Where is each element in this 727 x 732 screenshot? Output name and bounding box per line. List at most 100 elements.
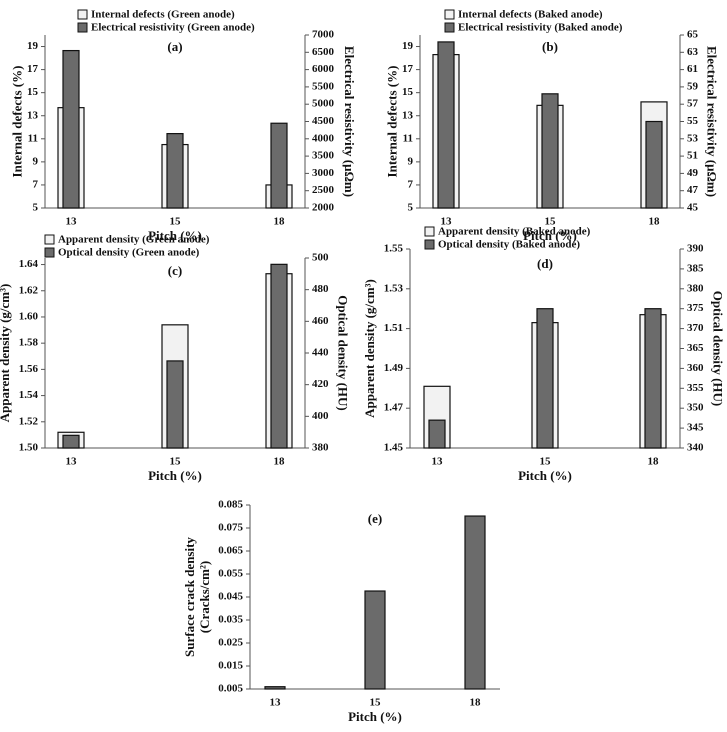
y2-tick-label: 6500 [312, 46, 335, 58]
bar [62, 49, 80, 209]
y-tick-label: 7 [408, 178, 414, 190]
y-tick-label: 1.47 [384, 402, 404, 414]
y-tick-label: 19 [402, 40, 414, 52]
y2-tick-label: 360 [687, 362, 704, 374]
legend-swatch [444, 9, 455, 20]
x-tick-label: 18 [274, 456, 286, 468]
y2-tick-label: 47 [687, 184, 699, 196]
y-tick-label: 1.55 [384, 243, 404, 255]
y2-tick-label: 350 [687, 402, 704, 414]
y2-axis-label: Optical density (HU) [711, 291, 726, 407]
panel-title: (e) [368, 511, 382, 526]
y2-axis-label: Electrical resistivity (μΩm) [704, 46, 719, 197]
y-tick-label: 1.51 [384, 322, 403, 334]
y2-tick-label: 55 [687, 115, 699, 127]
y-tick-label: 1.53 [384, 282, 404, 294]
y2-tick-label: 340 [687, 442, 704, 454]
y-tick-label: 1.60 [19, 310, 39, 322]
y-tick-label: 0.035 [218, 614, 243, 626]
bar [264, 686, 286, 690]
y2-tick-label: 365 [687, 342, 704, 354]
y-tick-label: 11 [403, 132, 413, 144]
y2-tick-label: 57 [687, 98, 699, 110]
y-tick-label: 11 [28, 132, 38, 144]
y-axis-label: Internal defects (%) [10, 66, 25, 178]
y2-tick-label: 3000 [312, 167, 335, 179]
legend-swatch [424, 239, 435, 250]
bar [464, 515, 486, 690]
y2-tick-label: 61 [687, 63, 698, 75]
y2-tick-label: 3500 [312, 150, 335, 162]
x-axis-label: Pitch (%) [518, 468, 572, 483]
x-tick-label: 18 [649, 216, 661, 228]
bar [270, 263, 288, 449]
x-tick-label: 18 [648, 456, 660, 468]
panel-title: (c) [168, 263, 182, 278]
y2-tick-label: 6000 [312, 63, 335, 75]
y-tick-label: 1.58 [19, 337, 39, 349]
panel-title: (a) [167, 39, 182, 54]
y-tick-label: 0.005 [218, 683, 243, 695]
y-tick-label: 1.50 [19, 442, 39, 454]
y-axis-label: Apparent density (g/cm³) [0, 284, 12, 423]
y2-tick-label: 440 [312, 347, 329, 359]
x-tick-label: 15 [170, 216, 182, 228]
bar [428, 419, 446, 449]
y2-tick-label: 420 [312, 378, 329, 390]
y2-tick-label: 370 [687, 322, 704, 334]
y2-tick-label: 5500 [312, 80, 335, 92]
y2-tick-label: 53 [687, 132, 699, 144]
x-tick-label: 18 [274, 216, 286, 228]
bar [645, 120, 663, 209]
y-tick-label: 5 [408, 202, 414, 214]
y-tick-label: 1.56 [19, 363, 39, 375]
y-tick-label: 0.085 [218, 499, 243, 511]
x-axis-label: Pitch (%) [148, 228, 202, 243]
y2-tick-label: 45 [687, 202, 699, 214]
bar [536, 308, 554, 449]
y-tick-label: 1.45 [384, 442, 404, 454]
y-tick-label: 9 [33, 155, 39, 167]
y-tick-label: 0.015 [218, 660, 243, 672]
bar [62, 434, 80, 449]
legend-swatch [77, 9, 88, 20]
y2-tick-label: 5000 [312, 98, 335, 110]
y-tick-label: 0.075 [218, 522, 243, 534]
legend-swatch [44, 234, 55, 245]
y-tick-label: 17 [402, 63, 414, 75]
legend-label: Optical density (Green anode) [58, 247, 200, 259]
y-tick-label: 19 [27, 40, 39, 52]
x-tick-label: 13 [66, 216, 78, 228]
y2-tick-label: 65 [687, 29, 699, 41]
y-axis-label: Apparent density (g/cm³) [362, 279, 377, 418]
y2-tick-label: 2500 [312, 184, 335, 196]
legend-label: Internal defects (Baked anode) [458, 9, 603, 21]
y-tick-label: 15 [402, 86, 414, 98]
y2-tick-label: 460 [312, 315, 329, 327]
bar [166, 360, 184, 449]
y-tick-label: 1.52 [19, 415, 39, 427]
y2-tick-label: 480 [312, 283, 329, 295]
y-tick-label: 0.045 [218, 591, 243, 603]
y-axis-label: Internal defects (%) [385, 66, 400, 178]
legend-swatch [77, 22, 88, 33]
y2-tick-label: 390 [687, 243, 704, 255]
panel-title: (d) [537, 256, 553, 271]
x-tick-label: 13 [441, 216, 453, 228]
y-tick-label: 1.49 [384, 362, 404, 374]
legend-label: Electrical resistivity (Baked anode) [458, 22, 623, 34]
y-axis-label: (Cracks/cm²) [197, 561, 212, 633]
bar [166, 133, 184, 209]
x-tick-label: 13 [432, 456, 444, 468]
y2-tick-label: 63 [687, 46, 699, 58]
y2-tick-label: 375 [687, 302, 704, 314]
x-tick-label: 15 [370, 697, 382, 709]
x-axis-label: Pitch (%) [348, 709, 402, 724]
y-tick-label: 0.025 [218, 637, 243, 649]
y2-tick-label: 2000 [312, 202, 335, 214]
y2-tick-label: 385 [687, 262, 704, 274]
legend-swatch [424, 226, 435, 237]
x-tick-label: 15 [545, 216, 557, 228]
y-axis-label: Surface crack density [182, 537, 197, 657]
